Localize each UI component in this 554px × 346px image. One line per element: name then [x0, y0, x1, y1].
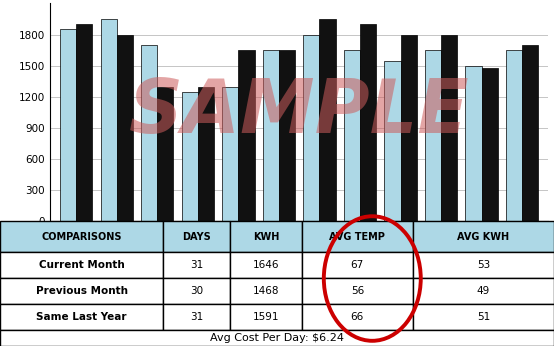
Bar: [0, 278, 163, 304]
Bar: [303, 35, 320, 221]
Bar: [238, 50, 255, 221]
Bar: [413, 252, 554, 278]
Text: SAMPLE: SAMPLE: [129, 76, 469, 149]
Bar: [302, 278, 413, 304]
Bar: [384, 61, 401, 221]
Bar: [230, 252, 302, 278]
Bar: [222, 86, 238, 221]
Bar: [230, 304, 302, 330]
Text: 53: 53: [477, 260, 490, 270]
Bar: [163, 304, 230, 330]
Bar: [163, 221, 230, 252]
Text: 31: 31: [190, 312, 203, 322]
Bar: [413, 278, 554, 304]
Bar: [413, 304, 554, 330]
Bar: [279, 50, 295, 221]
Bar: [465, 66, 481, 221]
Text: 1591: 1591: [253, 312, 279, 322]
Bar: [441, 35, 457, 221]
Text: 1468: 1468: [253, 286, 279, 296]
Bar: [0, 330, 554, 346]
Text: 56: 56: [351, 286, 364, 296]
Text: AVG KWH: AVG KWH: [457, 232, 510, 242]
Bar: [117, 35, 133, 221]
Bar: [0, 221, 163, 252]
Text: DAYS: DAYS: [182, 232, 211, 242]
Bar: [60, 29, 76, 221]
Text: 31: 31: [190, 260, 203, 270]
Bar: [157, 86, 173, 221]
Bar: [302, 252, 413, 278]
Bar: [320, 19, 336, 221]
Bar: [360, 24, 376, 221]
Bar: [163, 278, 230, 304]
Bar: [0, 304, 163, 330]
Text: KWH: KWH: [253, 232, 279, 242]
Bar: [413, 221, 554, 252]
Bar: [141, 45, 157, 221]
Bar: [481, 69, 498, 221]
Bar: [230, 278, 302, 304]
Text: 51: 51: [477, 312, 490, 322]
Text: Avg Cost Per Day: $6.24: Avg Cost Per Day: $6.24: [210, 333, 344, 343]
Text: 30: 30: [190, 286, 203, 296]
Bar: [163, 252, 230, 278]
Text: AVG TEMP: AVG TEMP: [330, 232, 385, 242]
Bar: [230, 221, 302, 252]
Text: Previous Month: Previous Month: [35, 286, 128, 296]
Bar: [401, 35, 417, 221]
Bar: [100, 19, 117, 221]
Bar: [343, 50, 360, 221]
Bar: [302, 221, 413, 252]
Bar: [263, 50, 279, 221]
Text: 67: 67: [351, 260, 364, 270]
Bar: [302, 304, 413, 330]
Bar: [198, 86, 214, 221]
Bar: [522, 45, 538, 221]
Text: 66: 66: [351, 312, 364, 322]
Text: Current Month: Current Month: [39, 260, 125, 270]
Bar: [0, 252, 163, 278]
Text: Same Last Year: Same Last Year: [37, 312, 127, 322]
Bar: [76, 24, 93, 221]
Bar: [506, 50, 522, 221]
Text: 49: 49: [477, 286, 490, 296]
Bar: [425, 50, 441, 221]
Text: 1646: 1646: [253, 260, 279, 270]
Bar: [182, 92, 198, 221]
Text: COMPARISONS: COMPARISONS: [42, 232, 122, 242]
